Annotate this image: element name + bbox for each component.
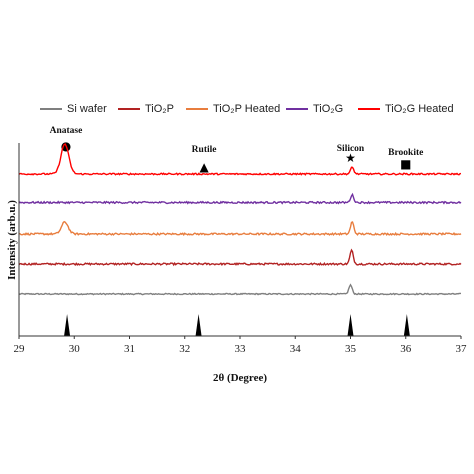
- x-tick-label: 29: [14, 343, 26, 355]
- x-tick-label: 33: [235, 343, 247, 355]
- x-tick-label: 32: [179, 343, 190, 355]
- reference-peak-anatase: [64, 314, 71, 336]
- series-line-3: [18, 192, 462, 205]
- x-axis-title: 2θ (Degree): [213, 372, 267, 384]
- legend-swatch: [358, 108, 380, 110]
- x-tick-label: 30: [69, 343, 81, 355]
- legend-item: TiO₂P: [118, 103, 174, 115]
- reference-peak-silicon: [347, 314, 354, 336]
- reference-peak-rutile: [195, 314, 202, 336]
- annotation-silicon: Silicon: [337, 144, 365, 154]
- legend-item: TiO₂G Heated: [358, 103, 454, 115]
- legend-label: Si wafer: [67, 103, 107, 115]
- legend-swatch: [40, 108, 62, 110]
- reference-peaks-layer: [64, 314, 410, 336]
- y-axis-title: Intensity (arb.u.): [6, 200, 18, 280]
- x-tick-label: 35: [345, 343, 357, 355]
- legend-label: TiO₂G: [313, 103, 344, 115]
- legend-item: TiO₂G: [286, 103, 343, 115]
- annotation-rutile: Rutile: [192, 145, 217, 155]
- legend-swatch: [118, 108, 140, 110]
- legend-swatch: [286, 108, 308, 110]
- x-tick-label: 36: [400, 343, 412, 355]
- x-ticks: 29 30 31 32 33 34 35 36 37: [14, 336, 468, 355]
- reference-peak-brookite: [403, 314, 410, 336]
- annotations-layer: Anatase● Rutile▲Silicon★ Brookite■: [50, 126, 424, 174]
- legend-swatch: [186, 108, 208, 110]
- x-tick-label: 31: [124, 343, 135, 355]
- legend-item: TiO₂P Heated: [186, 103, 280, 115]
- series-line-0: [18, 283, 462, 296]
- annotation-symbol-brookite: ■: [400, 157, 411, 171]
- x-tick-label: 37: [456, 343, 468, 355]
- annotation-symbol-silicon: ★: [345, 151, 356, 165]
- annotation-brookite: Brookite: [388, 148, 423, 158]
- series-layer: [18, 143, 462, 296]
- legend-label: TiO₂P Heated: [213, 103, 281, 115]
- series-line-4: [18, 143, 462, 176]
- x-tick-label: 34: [290, 343, 302, 355]
- legend-label: TiO₂P: [145, 103, 174, 115]
- series-line-2: [18, 220, 462, 237]
- annotation-anatase: Anatase: [50, 126, 83, 136]
- chart-legend: Si wafer TiO₂P TiO₂P Heated TiO₂G TiO₂G Heat…: [40, 103, 474, 123]
- annotation-symbol-rutile: ▲: [199, 160, 209, 174]
- legend-item: Si wafer: [40, 103, 107, 115]
- series-line-1: [18, 248, 462, 267]
- legend-label: TiO₂G Heated: [385, 103, 454, 115]
